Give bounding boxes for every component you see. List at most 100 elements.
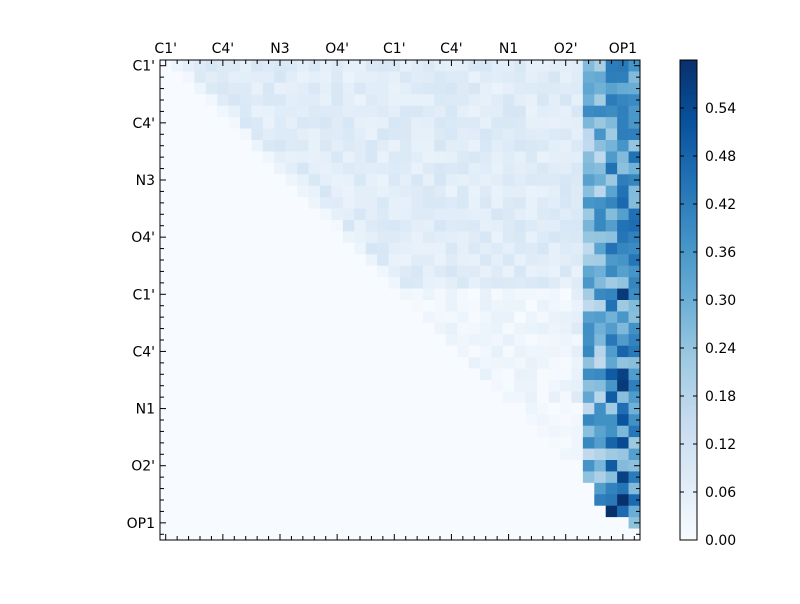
heatmap-cell — [445, 368, 458, 381]
heatmap-cell — [571, 265, 584, 278]
heatmap-cell — [251, 414, 264, 427]
heatmap-cell — [240, 380, 252, 392]
heatmap-cell — [297, 322, 309, 335]
heatmap-cell — [514, 197, 527, 209]
heatmap-cell — [240, 105, 252, 118]
heatmap-cell — [571, 140, 584, 152]
heatmap-cell — [354, 162, 367, 175]
heatmap-cell — [388, 448, 401, 461]
heatmap-cell — [594, 345, 607, 358]
heatmap-cell — [160, 197, 172, 209]
heatmap-cell — [377, 391, 389, 404]
heatmap-cell — [354, 174, 367, 187]
heatmap-cell — [582, 277, 595, 289]
heatmap-cell — [537, 460, 549, 472]
heatmap-cell — [525, 151, 538, 164]
heatmap-cell — [594, 437, 607, 449]
heatmap-cell — [594, 128, 607, 141]
heatmap-cell — [331, 505, 344, 518]
heatmap-cell — [605, 368, 618, 381]
heatmap-cell — [194, 311, 207, 324]
heatmap-cell — [434, 414, 447, 427]
heatmap-cell — [445, 105, 458, 118]
heatmap-cell — [502, 505, 515, 518]
heatmap-cell — [617, 197, 629, 209]
heatmap-cell — [457, 174, 469, 187]
heatmap-cell — [285, 265, 298, 278]
heatmap-cell — [594, 82, 607, 95]
heatmap-cell — [308, 242, 321, 255]
heatmap-cell — [468, 231, 481, 244]
heatmap-cell — [422, 368, 435, 381]
heatmap-cell — [217, 162, 229, 175]
heatmap-cell — [217, 357, 229, 369]
heatmap-cell — [182, 151, 195, 164]
heatmap-cell — [548, 437, 561, 449]
heatmap-cell — [548, 368, 561, 381]
heatmap-cell — [354, 288, 367, 301]
heatmap-cell — [491, 345, 504, 358]
heatmap-cell — [502, 517, 515, 529]
heatmap-cell — [548, 128, 561, 141]
heatmap-cell — [365, 162, 378, 175]
heatmap-cell — [308, 277, 321, 289]
heatmap-cell — [320, 197, 332, 209]
heatmap-cell — [194, 277, 207, 289]
heatmap-cell — [217, 300, 229, 312]
heatmap-cell — [320, 140, 332, 152]
heatmap-cell — [240, 322, 252, 335]
heatmap-cell — [274, 471, 287, 484]
heatmap-cell — [377, 231, 389, 244]
heatmap-cell — [571, 288, 584, 301]
heatmap-cell — [320, 322, 332, 335]
heatmap-cell — [342, 300, 355, 312]
heatmap-cell — [582, 231, 595, 244]
heatmap-cell — [262, 151, 275, 164]
heatmap-cell — [445, 151, 458, 164]
heatmap-cell — [400, 448, 412, 461]
heatmap-cell — [617, 71, 629, 84]
heatmap-cell — [605, 345, 618, 358]
heatmap-cell — [308, 334, 321, 347]
heatmap-cell — [434, 425, 447, 438]
heatmap-cell — [171, 174, 184, 187]
heatmap-cell — [160, 82, 172, 95]
heatmap-cell — [411, 231, 424, 244]
heatmap-cell — [194, 105, 207, 118]
colorbar-tick-label: 0.24 — [705, 341, 736, 357]
heatmap-cell — [320, 482, 332, 495]
heatmap-cell — [445, 208, 458, 221]
heatmap-cell — [297, 334, 309, 347]
heatmap-cell — [217, 265, 229, 278]
heatmap-cell — [571, 322, 584, 335]
heatmap-cell — [342, 448, 355, 461]
heatmap-cell — [262, 185, 275, 198]
heatmap-cell — [434, 220, 447, 232]
heatmap-cell — [571, 117, 584, 129]
heatmap-cell — [251, 185, 264, 198]
heatmap-cell — [548, 82, 561, 95]
heatmap-cell — [468, 517, 481, 529]
heatmap-cell — [571, 242, 584, 255]
heatmap-cell — [582, 220, 595, 232]
heatmap-cell — [480, 528, 492, 541]
heatmap-cell — [171, 242, 184, 255]
heatmap-cell — [274, 254, 287, 267]
heatmap-cell — [422, 174, 435, 187]
heatmap-cell — [262, 334, 275, 347]
heatmap-cell — [560, 517, 572, 529]
heatmap-cell — [320, 380, 332, 392]
heatmap-cell — [388, 128, 401, 141]
heatmap-cell — [514, 151, 527, 164]
heatmap-cell — [365, 128, 378, 141]
heatmap-cell — [285, 322, 298, 335]
heatmap-cell — [251, 300, 264, 312]
heatmap-cell — [228, 60, 241, 72]
heatmap-cell — [228, 277, 241, 289]
heatmap-cell — [491, 197, 504, 209]
heatmap-cell — [582, 380, 595, 392]
heatmap-cell — [365, 82, 378, 95]
heatmap-cell — [274, 288, 287, 301]
heatmap-cell — [605, 288, 618, 301]
heatmap-cell — [262, 82, 275, 95]
